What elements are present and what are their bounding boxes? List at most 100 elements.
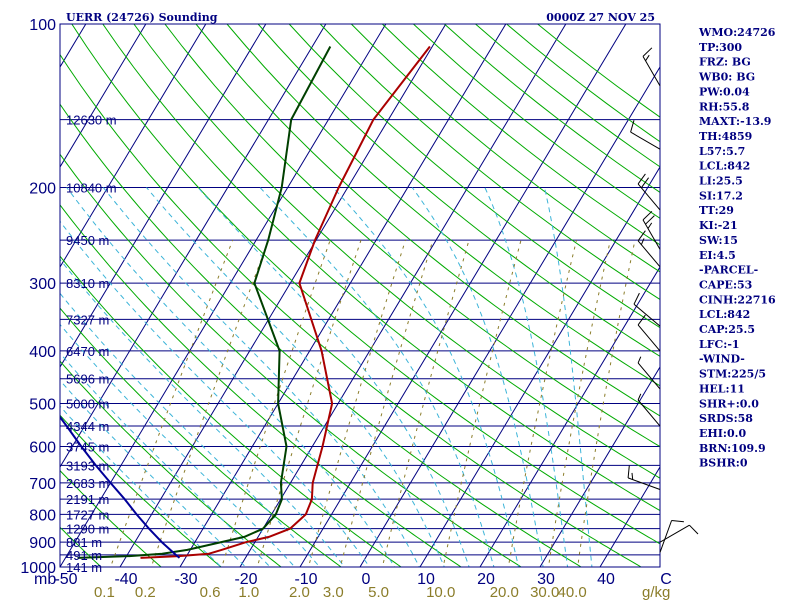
index-line: -WIND- bbox=[699, 353, 745, 366]
isotherm-line bbox=[299, 24, 627, 567]
index-line: MAXT:-13.9 bbox=[699, 115, 771, 128]
height-label: 12630 m bbox=[66, 113, 117, 128]
dry-adiabat bbox=[60, 153, 523, 567]
mixing-ratio-tick-label: 0.1 bbox=[94, 584, 115, 600]
isotherm-line bbox=[359, 66, 660, 567]
index-line: -PARCEL- bbox=[699, 264, 758, 277]
dry-adiabat bbox=[102, 24, 660, 512]
isotherm-line bbox=[119, 24, 447, 567]
height-label: 10840 m bbox=[66, 181, 117, 196]
mixing-ratio-tick-label: 0.2 bbox=[135, 584, 156, 600]
temperature-tick-label: 0 bbox=[362, 571, 371, 588]
height-label: 3745 m bbox=[66, 440, 109, 455]
mixing-ratio-tick-label: 40.0 bbox=[557, 584, 586, 600]
moist-adiabat bbox=[197, 187, 470, 567]
isotherm-line bbox=[539, 366, 660, 567]
index-line: KI:-21 bbox=[699, 219, 738, 232]
index-line: CAP:25.5 bbox=[699, 323, 755, 336]
wind-barb bbox=[637, 314, 661, 352]
pressure-tick-label: 900 bbox=[29, 535, 56, 552]
temperature-tick-label: -10 bbox=[294, 571, 317, 588]
dry-adiabat bbox=[164, 24, 660, 448]
sounding-traces bbox=[60, 45, 431, 559]
mixing-ratio-line bbox=[339, 239, 434, 567]
moist-adiabat bbox=[146, 187, 445, 567]
height-label: 6470 m bbox=[66, 344, 109, 359]
mixing-ratio-line bbox=[547, 239, 611, 567]
index-line: PW:0.04 bbox=[699, 85, 750, 98]
moist-adiabat bbox=[66, 187, 395, 567]
dry-adiabat bbox=[60, 103, 583, 567]
height-label: 141 m bbox=[66, 560, 102, 575]
wind-barb bbox=[633, 292, 661, 327]
moist-adiabat bbox=[60, 323, 296, 567]
dry-adiabat bbox=[195, 24, 660, 417]
mixing-ratio-tick-label: 3.0 bbox=[323, 584, 344, 600]
temperature-tick-label: 40 bbox=[597, 571, 615, 588]
temperature-tick-label: 20 bbox=[477, 571, 495, 588]
height-label: 1290 m bbox=[66, 522, 109, 537]
isotherm-line bbox=[60, 24, 267, 368]
index-line: L57:5.7 bbox=[699, 145, 745, 158]
mixing-ratio-line bbox=[577, 239, 636, 567]
dewpoint-trace bbox=[77, 46, 332, 559]
mixing-ratio-line bbox=[109, 239, 234, 567]
height-label: 3193 m bbox=[66, 458, 109, 473]
height-label: 5000 m bbox=[66, 397, 109, 412]
wind-barb bbox=[642, 210, 661, 250]
wind-barb bbox=[637, 356, 661, 390]
pressure-tick-label: 1000 bbox=[20, 560, 56, 577]
temperature-tick-label: -50 bbox=[54, 571, 77, 588]
pressure-tick-label: 600 bbox=[29, 440, 56, 457]
moist-adiabat bbox=[102, 187, 420, 567]
index-line: EI:4.5 bbox=[699, 249, 736, 262]
dry-adiabat bbox=[133, 24, 660, 479]
index-line: STM:225/5 bbox=[699, 368, 766, 381]
isotherm-line bbox=[60, 24, 147, 168]
dry-adiabat bbox=[350, 24, 660, 273]
index-line: SHR+:0.0 bbox=[699, 397, 759, 410]
index-line: EHI:0.0 bbox=[699, 427, 746, 440]
height-label: 4344 m bbox=[66, 419, 109, 434]
temperature-tick-label: C bbox=[660, 571, 672, 588]
parcel-trace bbox=[60, 415, 181, 559]
index-line: HEL:11 bbox=[699, 382, 745, 395]
mixing-ratio-tick-label: 10.0 bbox=[426, 584, 455, 600]
height-label: 5696 m bbox=[66, 372, 109, 387]
moist-adiabat bbox=[259, 187, 495, 567]
temperature-tick-label: -30 bbox=[174, 571, 197, 588]
isotherm-line bbox=[419, 166, 660, 567]
temperature-tick-label: -40 bbox=[114, 571, 137, 588]
dry-adiabat bbox=[60, 255, 402, 567]
pressure-tick-label: 200 bbox=[29, 181, 56, 198]
dry-adiabat bbox=[60, 307, 342, 567]
moist-adiabat bbox=[332, 187, 520, 567]
wind-barb bbox=[659, 520, 684, 553]
diagram-grid bbox=[60, 24, 660, 567]
mixing-ratio-line bbox=[507, 239, 577, 567]
height-label: 1727 m bbox=[66, 507, 109, 522]
index-line: BSHR:0 bbox=[699, 457, 748, 470]
height-label: 9450 m bbox=[66, 233, 109, 248]
mixing-ratio-tick-label: 0.6 bbox=[200, 584, 221, 600]
pressure-tick-label: 300 bbox=[29, 276, 56, 293]
chart-title: UERR (24726) Sounding bbox=[66, 11, 218, 24]
index-line: WB0: BG bbox=[698, 71, 755, 84]
wind-barbs bbox=[627, 47, 699, 553]
dry-adiabat bbox=[60, 360, 282, 567]
mixing-ratio-line bbox=[442, 239, 522, 567]
moist-adiabat bbox=[60, 379, 247, 567]
mixing-ratio-tick-label: 1.0 bbox=[238, 584, 259, 600]
isotherm-line bbox=[60, 24, 207, 268]
moist-adiabat bbox=[60, 352, 271, 567]
wind-barb bbox=[637, 230, 661, 268]
temperature-tick-label: 10 bbox=[417, 571, 435, 588]
pressure-unit: mb bbox=[34, 571, 56, 588]
index-line: LCL:842 bbox=[699, 308, 750, 321]
height-label: 2683 m bbox=[66, 476, 109, 491]
mixing-ratio-line bbox=[307, 239, 406, 567]
moist-adiabat bbox=[60, 258, 346, 567]
valid-time: 0000Z 27 NOV 25 bbox=[546, 11, 655, 24]
index-line: RH:55.8 bbox=[699, 100, 750, 113]
